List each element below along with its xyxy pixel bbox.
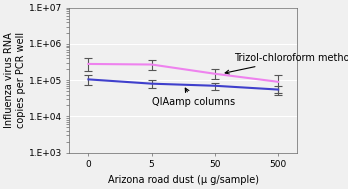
Text: Trizol-chloroform method: Trizol-chloroform method (225, 53, 348, 74)
Text: QIAamp columns: QIAamp columns (152, 88, 235, 107)
Y-axis label: Influenza virus RNA
copies per PCR well: Influenza virus RNA copies per PCR well (4, 32, 26, 128)
X-axis label: Arizona road dust (μ g/sample): Arizona road dust (μ g/sample) (108, 175, 259, 185)
